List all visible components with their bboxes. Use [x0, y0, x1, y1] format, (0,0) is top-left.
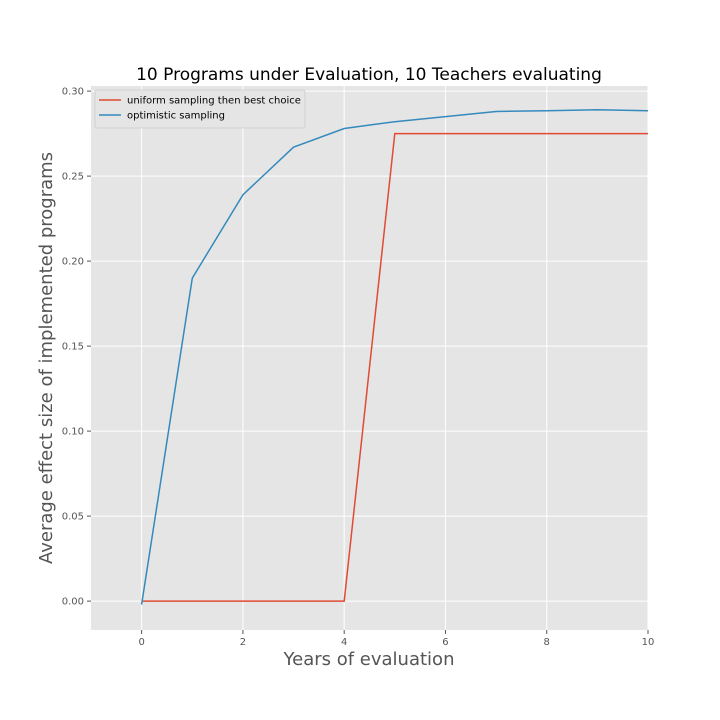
grid: [91, 86, 649, 630]
y-tick-label: 0.00: [62, 597, 84, 608]
axis-ticks: 0 2 4 6 8 10 0.00 0.05 0.10 0.15 0.20 0.25 0.30: [62, 87, 655, 648]
series-line-2: [140, 109, 649, 605]
y-tick-label: 0.20: [62, 257, 84, 268]
chart-title: 10 Programs under Evaluation, 10 Teacher…: [136, 65, 602, 85]
y-tick-label: 0.25: [62, 172, 84, 183]
x-tick-label: 0: [138, 637, 144, 648]
x-tick-label: 10: [642, 637, 655, 648]
x-tick-label: 2: [240, 637, 246, 648]
legend-label: uniform sampling then best choice: [127, 96, 301, 107]
legend-box: [94, 89, 306, 129]
legend-label: optimistic sampling: [127, 111, 225, 122]
plot-area: [91, 86, 648, 630]
y-axis-label: Average effect size of implemented progr…: [36, 152, 57, 564]
y-tick-label: 0.30: [62, 87, 84, 98]
y-tick-label: 0.15: [62, 342, 84, 353]
x-tick-label: 8: [544, 637, 550, 648]
series-group: [140, 109, 649, 605]
series-line-1: [141, 132, 648, 602]
x-tick-label: 4: [341, 637, 347, 648]
x-axis-label: Years of evaluation: [283, 649, 455, 670]
y-tick-label: 0.10: [62, 427, 84, 438]
legend: uniform sampling then best choice optimis…: [94, 89, 306, 129]
y-tick-label: 0.05: [62, 512, 84, 523]
x-tick-label: 6: [442, 637, 448, 648]
